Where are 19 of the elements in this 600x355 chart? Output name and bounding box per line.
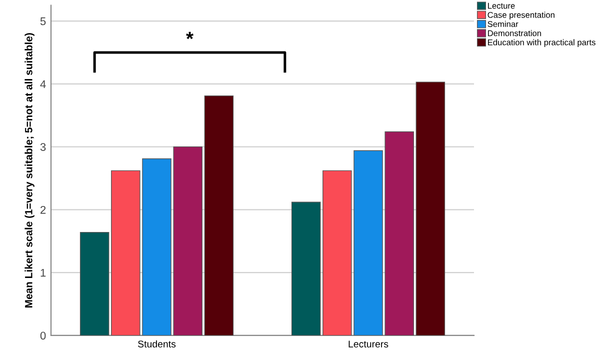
legend-label: Education with practical parts (488, 39, 596, 47)
bar (291, 202, 321, 336)
legend-label: Lecture (488, 2, 515, 9)
y-axis-title: Mean Likert scale (1=very suitable; 5=not at all suitable) (24, 33, 34, 308)
y-tick-label: 1 (40, 268, 46, 277)
y-tick-label: 3 (40, 143, 46, 151)
legend-label: Seminar (488, 20, 518, 28)
bar (416, 82, 446, 336)
y-tick-label: 4 (40, 80, 46, 88)
y-tick-label: 2 (40, 206, 46, 214)
legend-label: Demonstration (488, 30, 541, 36)
y-tick-label: 0 (40, 332, 46, 340)
x-tick-label: Students (138, 340, 176, 348)
legend-label: Case presentation (488, 12, 554, 20)
y-tick-label: 5 (40, 17, 46, 26)
annotation: * (186, 32, 194, 40)
x-tick-label: Lecturers (348, 340, 388, 348)
bar (204, 96, 234, 336)
bar (80, 232, 110, 336)
